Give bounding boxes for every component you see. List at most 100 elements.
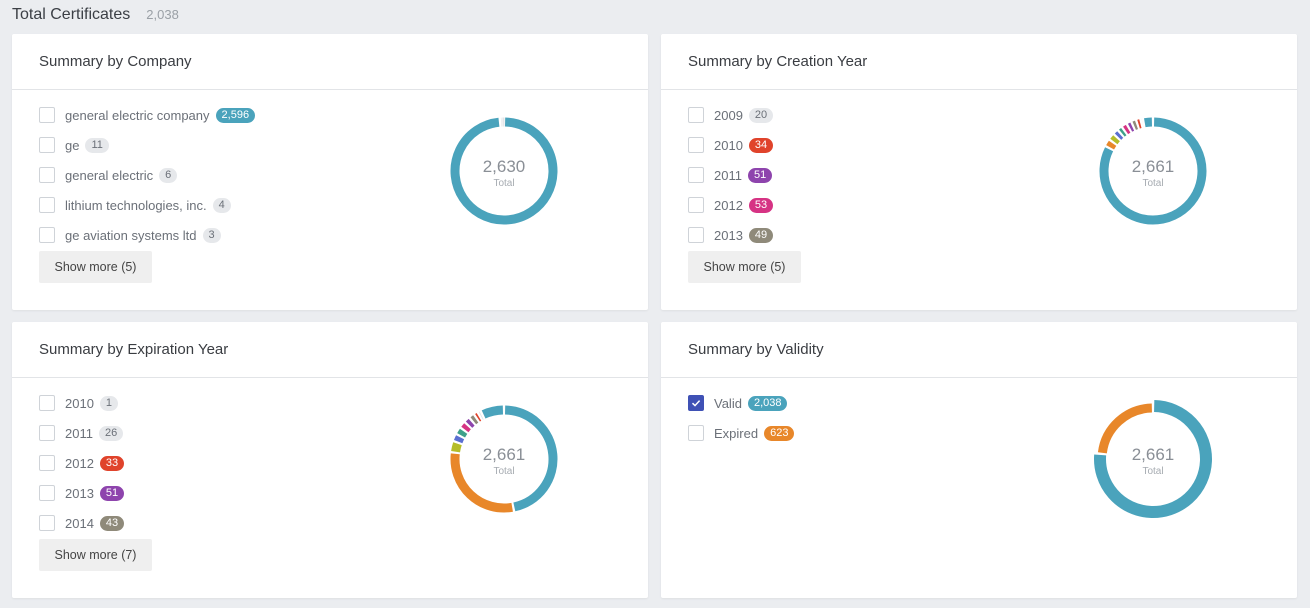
donut-segment [1110,135,1120,145]
card-title: Summary by Company [12,34,648,90]
filter-label: 2010 [714,137,743,153]
donut-chart: 2,661 Total [1094,400,1212,518]
filter-checkbox[interactable] [39,137,55,153]
check-icon [691,400,701,407]
card-validity: Summary by Validity Valid 2,038 Expired 623… [661,322,1297,598]
donut-segment [475,413,482,422]
filter-checkbox[interactable] [688,395,704,411]
filter-label: general electric company [65,107,210,123]
filter-checkbox[interactable] [688,227,704,243]
donut-chart: 2,661 Total [450,405,558,513]
card-title: Summary by Validity [661,322,1297,378]
filter-checkbox[interactable] [688,107,704,123]
filter-item[interactable]: 2011 26 [39,418,124,448]
filter-item[interactable]: 2010 34 [688,130,774,160]
filter-item[interactable]: 2012 53 [688,190,774,220]
count-badge: 6 [159,167,178,183]
filter-label: 2012 [714,197,743,213]
donut-chart: 2,630 Total [450,117,558,225]
filter-checkbox[interactable] [39,395,55,411]
filter-item[interactable]: lithium technologies, inc. 4 [39,190,255,220]
filter-list: general electric company 2,596 ge 11 general… [39,100,256,250]
count-badge: 43 [99,515,125,531]
filter-label: Valid [714,395,742,411]
card-creation-year: Summary by Creation Year 2009 20 2010 34 201… [661,34,1297,310]
filter-item[interactable]: 2013 49 [688,220,774,250]
filter-checkbox[interactable] [39,425,55,441]
filter-item[interactable]: 2012 33 [39,448,125,478]
filter-list: 2010 1 2011 26 2012 33 2013 51 2014 43 [39,388,125,538]
filter-label: Expired [714,425,759,441]
card-expiration-year: Summary by Expiration Year 2010 1 2011 26 20… [12,322,648,598]
filter-label: ge aviation systems ltd [65,227,197,243]
filter-checkbox[interactable] [688,167,704,183]
show-more-button[interactable]: Show more (7) [39,539,152,571]
filter-item[interactable]: general electric 6 [39,160,255,190]
card-title: Summary by Creation Year [661,34,1297,90]
filter-item[interactable]: 2013 51 [39,478,125,508]
count-badge: 4 [212,197,231,213]
donut-segment [453,435,465,444]
filter-checkbox[interactable] [39,107,55,123]
donut-segment [1099,117,1207,225]
filter-checkbox[interactable] [39,227,55,243]
count-badge: 11 [85,137,109,153]
donut-total: 2,661 [1132,157,1175,176]
donut-segment [470,415,479,425]
filter-checkbox[interactable] [39,485,55,501]
filter-item[interactable]: general electric company 2,596 [39,100,256,130]
total-count: 2,038 [146,7,179,22]
count-badge: 49 [748,227,774,243]
filter-label: 2013 [65,485,94,501]
count-badge: 33 [99,455,125,471]
donut-segment [504,405,558,512]
donut-segment [1137,119,1142,129]
filter-checkbox[interactable] [688,197,704,213]
filter-label: general electric [65,167,154,183]
filter-item[interactable]: 2010 1 [39,388,124,418]
donut-segment [457,428,468,438]
filter-item[interactable]: 2011 51 [688,160,773,190]
count-badge: 1 [99,395,119,411]
filter-checkbox[interactable] [39,197,55,213]
filter-checkbox[interactable] [688,425,704,441]
show-more-button[interactable]: Show more (5) [39,251,152,283]
donut-total: 2,661 [1132,445,1175,464]
donut-segment [451,442,462,453]
filter-label: lithium technologies, inc. [65,197,207,213]
filter-checkbox[interactable] [688,137,704,153]
filter-item[interactable]: ge aviation systems ltd 3 [39,220,255,250]
donut-segment [1144,117,1153,128]
filter-item[interactable]: 2009 20 [688,100,774,130]
filter-label: ge [65,137,80,153]
filter-item[interactable]: ge 11 [39,130,255,160]
page-title: Total Certificates [12,6,131,23]
filter-checkbox[interactable] [39,515,55,531]
donut-segment [481,405,504,419]
donut-segment [461,423,471,433]
filter-label: 2011 [65,425,93,441]
filter-checkbox[interactable] [39,167,55,183]
card-title: Summary by Expiration Year [12,322,648,378]
filter-label: 2014 [65,515,94,531]
donut-segment [1094,400,1212,518]
filter-item[interactable]: Expired 623 [688,418,795,448]
donut-segment [1097,403,1153,454]
count-badge: 2,038 [747,395,788,411]
count-badge: 26 [98,425,124,441]
donut-total-label: Total [1142,466,1163,477]
donut-total: 2,661 [483,445,526,464]
filter-item[interactable]: Valid 2,038 [688,388,794,418]
filter-list: 2009 20 2010 34 2011 51 2012 53 2013 49 [688,100,774,250]
count-badge: 51 [99,485,125,501]
donut-total: 2,630 [483,157,526,176]
filter-label: 2010 [65,395,94,411]
filter-checkbox[interactable] [39,455,55,471]
donut-total-label: Total [493,178,514,189]
count-badge: 20 [748,107,774,123]
donut-segment [1119,128,1127,137]
show-more-button[interactable]: Show more (5) [688,251,801,283]
filter-item[interactable]: 2014 43 [39,508,125,538]
filter-list: Valid 2,038 Expired 623 [688,388,795,448]
page-header: Total Certificates 2,038 [12,6,179,28]
